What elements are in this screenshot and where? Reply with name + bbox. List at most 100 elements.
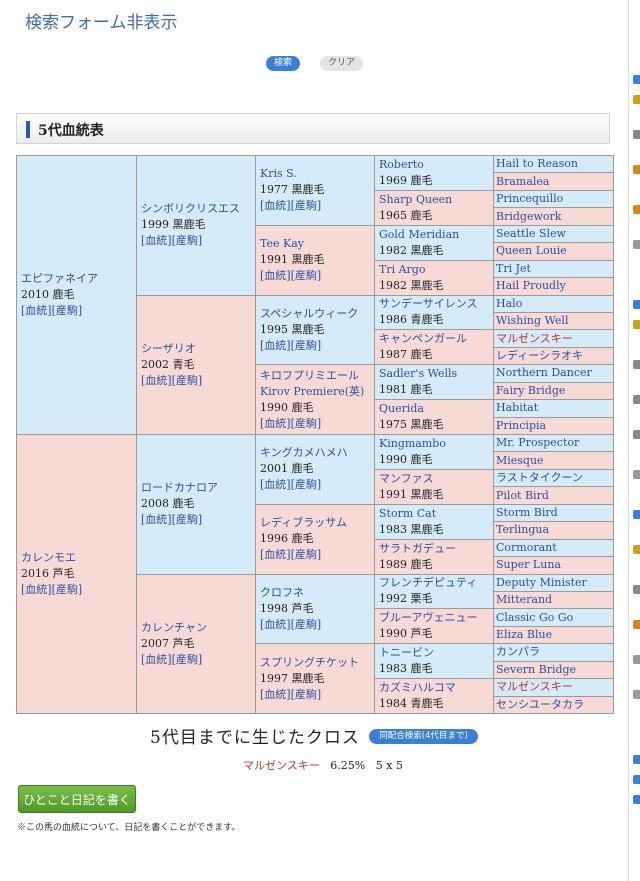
horse-name-link[interactable]: フレンチデピュティ	[379, 576, 478, 590]
sidebar-icon[interactable]	[633, 795, 640, 804]
horse-name-link[interactable]: トニービン	[379, 646, 434, 660]
sidebar-icon[interactable]	[633, 510, 640, 519]
horse-name-link[interactable]: Deputy Minister	[496, 575, 587, 589]
horse-name-link[interactable]: Classic Go Go	[496, 610, 574, 624]
sidebar-icon[interactable]	[633, 240, 640, 249]
write-diary-button[interactable]: ひとこと日記を書く	[18, 785, 136, 813]
horse-name-link[interactable]: カンパラ	[496, 645, 540, 659]
produce-link[interactable]: [産駒]	[171, 373, 203, 387]
cross-horse-name-link[interactable]: マルゼンスキー	[496, 680, 573, 694]
horse-name-link[interactable]: カレンモエ	[21, 551, 76, 564]
horse-name-link[interactable]: Severn Bridge	[496, 662, 577, 676]
horse-name-link[interactable]: Sharp Queen	[379, 192, 453, 206]
sidebar-icon[interactable]	[633, 755, 640, 764]
cross-horse-name-link[interactable]: マルゼンスキー	[496, 331, 573, 345]
horse-name-link[interactable]: ブルーアヴェニュー	[379, 611, 478, 625]
bloodline-link[interactable]: [血統]	[260, 687, 291, 701]
horse-name-link[interactable]: カレンチャン	[141, 620, 207, 634]
horse-name-link[interactable]: Mr. Prospector	[496, 436, 580, 450]
horse-name-link[interactable]: Roberto	[379, 157, 424, 171]
horse-name-link[interactable]: Gold Meridian	[379, 227, 460, 241]
sidebar-icon[interactable]	[633, 75, 640, 84]
horse-name-link[interactable]: Tee Kay	[260, 237, 304, 251]
bloodline-link[interactable]: [血統]	[141, 373, 172, 387]
horse-name-link[interactable]: ラストタイクーン	[496, 471, 584, 485]
horse-name-link[interactable]: スペシャルウィーク	[260, 306, 359, 320]
horse-name-link[interactable]: Pilot Bird	[496, 488, 549, 502]
horse-name-link[interactable]: キングカメハメハ	[260, 446, 348, 460]
produce-link[interactable]: [産駒]	[290, 687, 322, 701]
horse-name-link[interactable]: サンデーサイレンス	[379, 297, 478, 311]
horse-name-link[interactable]: Bridgework	[496, 209, 562, 223]
sidebar-icon[interactable]	[633, 470, 640, 479]
bloodline-link[interactable]: [血統]	[260, 338, 291, 352]
produce-link[interactable]: [産駒]	[51, 304, 83, 317]
horse-name-link[interactable]: Tri Argo	[379, 262, 426, 276]
horse-name-link[interactable]: Cormorant	[496, 540, 557, 554]
bloodline-link[interactable]: [血統]	[141, 234, 172, 248]
horse-name-link[interactable]: Seattle Slew	[496, 226, 566, 240]
sidebar-icon[interactable]	[633, 690, 640, 699]
produce-link[interactable]: [産駒]	[290, 338, 322, 352]
horse-name-link[interactable]: Hail Proudly	[496, 279, 566, 293]
sidebar-icon[interactable]	[633, 205, 640, 214]
bloodline-link[interactable]: [血統]	[260, 548, 291, 562]
clear-button[interactable]: クリア	[320, 56, 363, 71]
bloodline-link[interactable]: [血統]	[260, 416, 291, 430]
sidebar-icon[interactable]	[633, 360, 640, 369]
bloodline-link[interactable]: [血統]	[260, 269, 291, 283]
bloodline-link[interactable]: [血統]	[260, 617, 291, 631]
produce-link[interactable]: [産駒]	[290, 269, 322, 283]
produce-link[interactable]: [産駒]	[171, 234, 203, 248]
produce-link[interactable]: [産駒]	[290, 617, 322, 631]
horse-name-link[interactable]: Storm Bird	[496, 505, 558, 519]
horse-name-link[interactable]: Storm Cat	[379, 506, 437, 520]
horse-name-link[interactable]: スプリングチケット	[260, 655, 359, 669]
horse-name-link[interactable]: Bramalea	[496, 174, 550, 188]
horse-name-en-link[interactable]: Kirov Premiere(英)	[260, 384, 365, 398]
horse-name-link[interactable]: Hail to Reason	[496, 157, 578, 171]
produce-link[interactable]: [産駒]	[171, 652, 203, 666]
produce-link[interactable]: [産駒]	[290, 199, 322, 213]
horse-name-link[interactable]: レディーシラオキ	[496, 349, 584, 363]
horse-name-link[interactable]: レディブラッサム	[260, 516, 348, 530]
sidebar-icon[interactable]	[633, 655, 640, 664]
horse-name-link[interactable]: センシユータカラ	[496, 697, 584, 711]
horse-name-link[interactable]: キャンペンガール	[379, 332, 467, 346]
sidebar-icon[interactable]	[633, 130, 640, 139]
sidebar-icon[interactable]	[633, 95, 640, 104]
horse-name-link[interactable]: ロードカナロア	[141, 481, 218, 495]
sidebar-icon[interactable]	[633, 395, 640, 404]
horse-name-link[interactable]: マンファス	[379, 471, 434, 485]
hide-search-form-link[interactable]: 検索フォーム非表示	[25, 13, 178, 33]
cross-search-button[interactable]: 同配合検索(4代目まで)	[369, 729, 478, 744]
sidebar-icon[interactable]	[633, 620, 640, 629]
produce-link[interactable]: [産駒]	[290, 416, 322, 430]
bloodline-link[interactable]: [血統]	[260, 199, 291, 213]
bloodline-link[interactable]: [血統]	[260, 478, 291, 492]
bloodline-link[interactable]: [血統]	[141, 513, 172, 527]
horse-name-link[interactable]: Fairy Bridge	[496, 383, 566, 397]
bloodline-link[interactable]: [血統]	[21, 304, 52, 317]
sidebar-icon[interactable]	[633, 585, 640, 594]
horse-name-link[interactable]: Sadler's Wells	[379, 367, 458, 381]
horse-name-link[interactable]: Eliza Blue	[496, 628, 553, 642]
horse-name-link[interactable]: Wishing Well	[496, 314, 569, 328]
sidebar-icon[interactable]	[633, 320, 640, 329]
horse-name-link[interactable]: Mitterand	[496, 593, 553, 607]
horse-name-link[interactable]: Querida	[379, 402, 424, 416]
produce-link[interactable]: [産駒]	[171, 513, 203, 527]
horse-name-link[interactable]: Halo	[496, 296, 523, 310]
horse-name-link[interactable]: Tri Jet	[496, 261, 531, 275]
horse-name-link[interactable]: シーザリオ	[141, 341, 196, 355]
cross-horse-link[interactable]: マルゼンスキー	[243, 759, 320, 772]
sidebar-icon[interactable]	[633, 545, 640, 554]
horse-name-link[interactable]: Super Luna	[496, 558, 561, 572]
horse-name-link[interactable]: Terlingua	[496, 523, 550, 537]
horse-name-link[interactable]: Habitat	[496, 401, 539, 415]
horse-name-link[interactable]: Queen Louie	[496, 244, 567, 258]
horse-name-link[interactable]: シンボリクリスエス	[141, 202, 240, 216]
horse-name-link[interactable]: Miesque	[496, 453, 544, 467]
sidebar-icon[interactable]	[633, 430, 640, 439]
horse-name-link[interactable]: Kingmambo	[379, 436, 446, 450]
